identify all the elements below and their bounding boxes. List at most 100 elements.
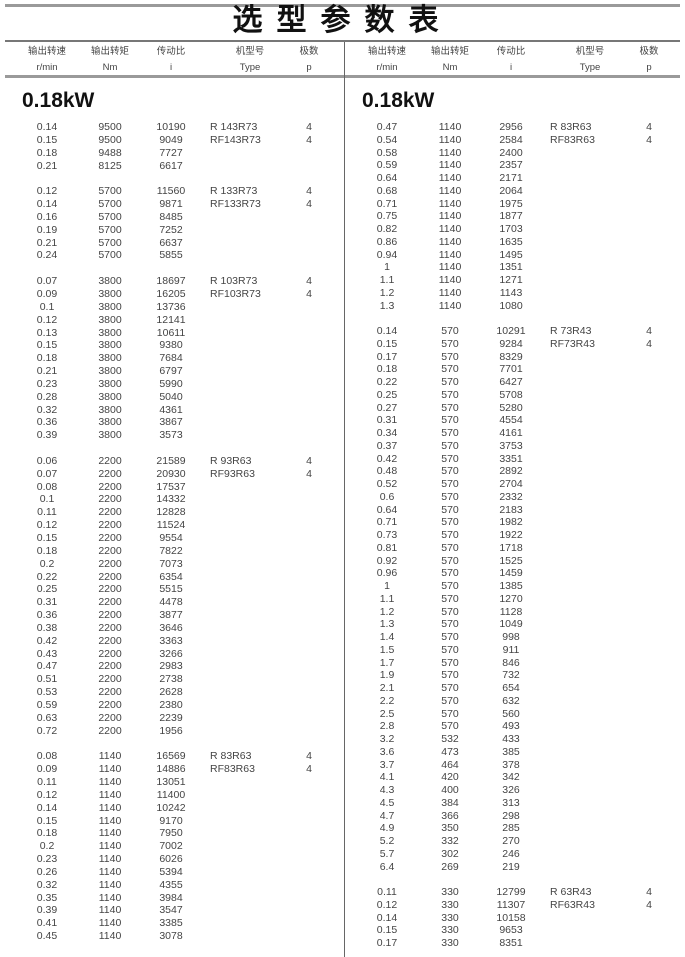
cell-speed: 0.14 xyxy=(36,198,58,211)
header-type: 机型号 Type xyxy=(215,44,285,76)
header-label-unit: i xyxy=(169,62,173,73)
cell-speed: 0.07 xyxy=(36,467,58,480)
cell-torque: 1140 xyxy=(438,248,462,261)
cell-type: R 83R63 xyxy=(550,121,592,133)
cell-ratio: 2332 xyxy=(499,490,523,503)
cell-torque: 1140 xyxy=(438,121,462,133)
cell-torque: 3800 xyxy=(98,300,122,313)
cell-ratio: 7701 xyxy=(499,363,523,376)
cell-ratio: 8351 xyxy=(499,937,523,949)
table-row: 0.75 1140 1877 xyxy=(340,210,680,223)
header-speed: 输出转速 r/min xyxy=(22,44,72,76)
cell-ratio: 3753 xyxy=(499,439,523,452)
table-row: 0.47 2200 2983 xyxy=(0,660,340,673)
cell-torque: 1140 xyxy=(98,853,122,866)
cell-ratio: 1495 xyxy=(499,248,523,261)
cell-ratio: 378 xyxy=(502,758,520,771)
cell-ratio: 3363 xyxy=(159,634,183,647)
cell-ratio: 6427 xyxy=(499,376,523,388)
cell-speed: 0.14 xyxy=(36,121,58,133)
cell-type: RF83R63 xyxy=(550,133,595,146)
cell-speed: 0.21 xyxy=(36,159,58,172)
cell-torque: 2200 xyxy=(98,467,122,480)
table-row: 1.4 570 998 xyxy=(340,631,680,644)
table-row: 1.1 570 1270 xyxy=(340,593,680,606)
cell-torque: 570 xyxy=(441,337,459,350)
cell-ratio: 6797 xyxy=(159,365,183,378)
cell-speed: 2.2 xyxy=(379,694,395,707)
cell-ratio: 1525 xyxy=(499,554,523,567)
cell-torque: 570 xyxy=(441,465,459,478)
cell-ratio: 433 xyxy=(502,733,520,745)
cell-speed: 0.2 xyxy=(39,840,55,853)
cell-torque: 570 xyxy=(441,580,459,592)
cell-speed: 0.59 xyxy=(376,159,398,172)
cell-torque: 5700 xyxy=(98,236,122,249)
table-row: 0.18 9488 7727 xyxy=(0,147,340,160)
cell-torque: 2200 xyxy=(98,493,122,506)
table-row: 0.16 5700 8485 xyxy=(0,211,340,224)
table-row: 0.12 330 11307 RF63R43 4 xyxy=(340,899,680,912)
cell-ratio: 2064 xyxy=(499,184,523,197)
table-row: 0.64 1140 2171 xyxy=(340,172,680,185)
table-row: 0.14 1140 10242 xyxy=(0,802,340,815)
cell-speed: 1.2 xyxy=(379,605,395,618)
cell-speed: 0.81 xyxy=(376,541,398,554)
cell-torque: 1140 xyxy=(98,930,122,943)
cell-speed: 0.1 xyxy=(39,300,55,313)
cell-torque: 570 xyxy=(441,631,459,643)
cell-speed: 0.75 xyxy=(376,210,398,223)
cell-torque: 3800 xyxy=(98,313,122,326)
cell-ratio: 3867 xyxy=(159,416,183,429)
cell-ratio: 1271 xyxy=(499,274,523,286)
table-row: 0.22 2200 6354 xyxy=(0,571,340,584)
parameter-table: 0.47 1140 2956 R 83R63 4 0.54 1140 2584 RF83R63 4… xyxy=(340,121,680,950)
cell-speed: 0.47 xyxy=(36,660,58,673)
cell-speed: 0.45 xyxy=(36,930,58,943)
cell-speed: 0.47 xyxy=(376,121,398,133)
table-row: 0.53 2200 2628 xyxy=(0,686,340,699)
header-label-cn: 极数 xyxy=(299,46,319,57)
parameter-table: 0.14 9500 10190 R 143R73 4 0.15 9500 9049 RF143R… xyxy=(0,121,340,943)
cell-ratio: 1877 xyxy=(499,210,523,223)
cell-ratio: 20930 xyxy=(156,467,186,480)
cell-ratio: 342 xyxy=(502,771,520,784)
header-label-cn: 传动比 xyxy=(496,46,526,57)
cell-torque: 1140 xyxy=(98,878,122,891)
cell-torque: 1140 xyxy=(98,750,122,763)
cell-ratio: 632 xyxy=(502,694,520,707)
cell-poles: 4 xyxy=(646,898,652,911)
cell-torque: 570 xyxy=(441,401,459,414)
cell-speed: 0.12 xyxy=(36,788,58,801)
cell-torque: 1140 xyxy=(98,788,122,801)
table-row: 1.3 570 1049 xyxy=(340,618,680,631)
cell-torque: 570 xyxy=(441,427,459,439)
cell-speed: 0.39 xyxy=(36,429,58,442)
cell-torque: 570 xyxy=(441,414,459,427)
power-rating: 0.18kW xyxy=(22,89,95,112)
cell-ratio: 7002 xyxy=(159,840,183,853)
cell-type: R 103R73 xyxy=(210,275,258,288)
cell-torque: 570 xyxy=(441,694,459,707)
cell-torque: 570 xyxy=(441,682,459,694)
table-row: 0.39 1140 3547 xyxy=(0,904,340,917)
header-label-unit: Nm xyxy=(442,62,458,73)
cell-type: RF103R73 xyxy=(210,287,261,300)
cell-torque: 384 xyxy=(441,796,459,809)
cell-torque: 9488 xyxy=(98,146,122,159)
cell-speed: 0.25 xyxy=(36,583,58,596)
cell-speed: 0.22 xyxy=(376,376,398,388)
cell-speed: 0.6 xyxy=(379,490,395,503)
cell-torque: 3800 xyxy=(98,403,122,416)
cell-torque: 2200 xyxy=(98,711,122,724)
table-row: 0.09 3800 16205 RF103R73 4 xyxy=(0,288,340,301)
cell-ratio: 560 xyxy=(502,707,520,720)
cell-ratio: 4554 xyxy=(499,414,523,427)
cell-speed: 0.21 xyxy=(36,236,58,249)
cell-torque: 2200 xyxy=(98,660,122,673)
cell-speed: 0.16 xyxy=(36,210,58,223)
cell-torque: 1140 xyxy=(438,286,462,299)
cell-type: R 73R43 xyxy=(550,325,592,337)
table-row: 0.21 3800 6797 xyxy=(0,365,340,378)
cell-speed: 3.2 xyxy=(379,733,395,745)
